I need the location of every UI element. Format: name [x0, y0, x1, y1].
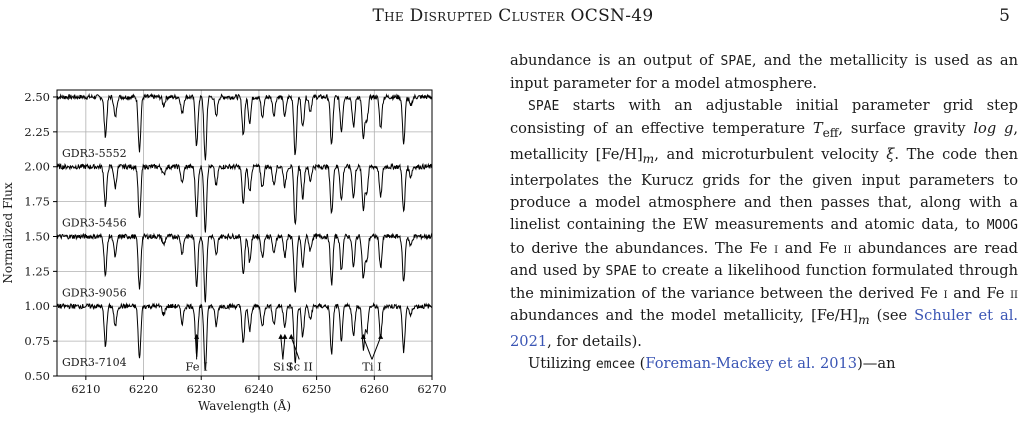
x-tick-label: 6250 [302, 382, 331, 396]
arrow-head [282, 333, 288, 339]
plot-frame [56, 89, 433, 377]
line-annotation-label: Ti I [362, 359, 382, 373]
body-text: abundance is an output of SPAE, and the … [510, 50, 1018, 376]
x-tick-label: 6230 [187, 382, 216, 396]
spectrum-line [56, 162, 433, 233]
annotation-arrow [362, 336, 373, 360]
y-axis-title: Normalized Flux [1, 182, 15, 283]
arrow-head [360, 333, 366, 339]
y-tick-label: 2.50 [24, 90, 50, 104]
page-number: 5 [999, 6, 1010, 26]
series-label: GDR3-7104 [62, 356, 127, 369]
code-moog: MOOG [986, 218, 1018, 234]
y-tick-label: 0.75 [24, 334, 50, 348]
series-label: GDR3-9056 [62, 286, 127, 299]
code-spae: SPAE [720, 54, 752, 69]
x-tick-label: 6220 [129, 382, 158, 396]
arrow-head [278, 333, 284, 339]
code-emcee: emcee [595, 356, 636, 372]
arrow-head [194, 333, 200, 339]
arrow-head [288, 333, 294, 339]
paragraph-1: abundance is an output of SPAE, and the … [510, 52, 1018, 93]
spectra-figure: GDR3-5552 GDR3-5456 GDR3-9056 GDR3-7104 6210… [0, 84, 470, 414]
spectrum-line [56, 232, 433, 303]
y-tick-label: 1.00 [24, 299, 50, 313]
line-annotation-label: Fe I [185, 359, 207, 373]
spectra-chart: GDR3-5552 GDR3-5456 GDR3-9056 GDR3-7104 6210… [1, 89, 447, 413]
x-tick-label: 6240 [244, 382, 273, 396]
spectrum-line [56, 92, 433, 161]
y-tick-label: 2.00 [24, 160, 50, 174]
series-label: GDR3-5552 [62, 147, 127, 160]
annotation-arrow [371, 336, 382, 360]
paragraph-3: Utilizing emcee (Foreman-Mackey et al. 2… [528, 354, 896, 372]
x-tick-label: 6210 [71, 382, 100, 396]
annotation-arrow [282, 336, 286, 360]
arrow-head [378, 333, 384, 339]
line-annotation-label: Sc II [286, 359, 313, 373]
y-tick-label: 2.25 [24, 125, 50, 139]
citation-link[interactable]: Schuler et al. 2021 [510, 306, 1019, 350]
spectrum-line [56, 302, 433, 371]
x-axis-title: Wavelength (Å) [198, 398, 291, 413]
annotation-arrow [280, 336, 284, 360]
citation-link[interactable]: Foreman-Mackey et al. 2013 [645, 354, 858, 372]
x-tick-label: 6270 [417, 382, 446, 396]
y-tick-label: 0.50 [24, 369, 50, 383]
y-tick-label: 1.25 [24, 264, 50, 278]
x-tick-label: 6260 [360, 382, 389, 396]
running-header: The Disrupted Cluster OCSN-49 5 [0, 6, 1026, 30]
y-tick-label: 1.50 [24, 229, 50, 243]
series-label: GDR3-5456 [62, 217, 127, 230]
annotation-arrow [290, 336, 300, 360]
paragraph-2: SPAE starts with an adjustable initial p… [510, 97, 1019, 350]
y-tick-label: 1.75 [24, 195, 50, 209]
running-title: The Disrupted Cluster OCSN-49 [372, 6, 654, 26]
code-spae: SPAE [605, 263, 637, 279]
code-spae: SPAE [528, 99, 560, 115]
line-annotation-label: Si I [273, 359, 293, 373]
